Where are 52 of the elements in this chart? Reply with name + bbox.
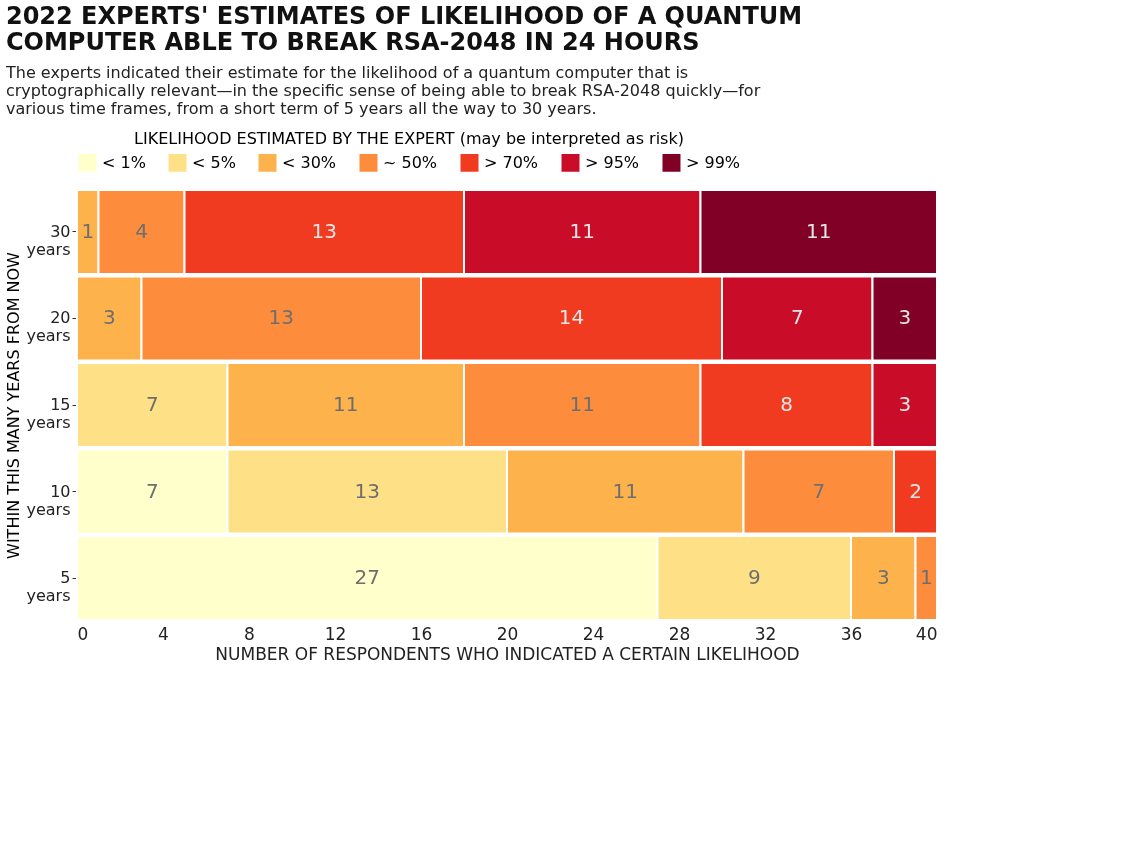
data-label: 1 — [919, 565, 933, 590]
data-label: 4 — [135, 218, 148, 243]
data-label: 11 — [612, 478, 638, 503]
x-tick-label: 40 — [915, 623, 938, 644]
data-label: 11 — [806, 218, 832, 243]
data-label: 3 — [876, 565, 890, 590]
data-label: 13 — [268, 305, 294, 330]
data-label: 8 — [780, 392, 793, 416]
chart-title: 2022 EXPERTS' ESTIMATES OF LIKELIHOOD OF A QUANTUM COMPUTER ABLE TO BREAK RSA-2048 IN 24 HOURS — [5, 2, 803, 56]
data-label: 14 — [558, 305, 585, 330]
data-label: 1 — [81, 218, 95, 243]
data-label: 11 — [333, 392, 359, 416]
data-label: 3 — [102, 305, 116, 330]
legend-label: ~ 50% — [383, 152, 438, 172]
data-label: 7 — [790, 305, 804, 330]
x-tick-label: 8 — [244, 623, 255, 644]
data-label: 9 — [747, 565, 761, 590]
x-tick-label: 12 — [324, 623, 347, 644]
y-axis-title: WITHIN THIS MANY YEARS FROM NOW — [4, 251, 24, 559]
legend-label: > 70% — [484, 152, 539, 172]
x-axis-title: NUMBER OF RESPONDENTS WHO INDICATED A CERTAIN LIKELIHOOD — [215, 643, 800, 664]
x-tick-label: 28 — [668, 623, 691, 644]
y-tick-label: 5 years — [26, 568, 71, 606]
legend-label: < 5% — [192, 152, 236, 172]
y-tick-label: 30 years — [26, 221, 71, 259]
data-label: 7 — [145, 392, 159, 416]
data-label: 13 — [354, 478, 380, 503]
data-label: 3 — [898, 392, 912, 416]
data-label: 27 — [354, 565, 380, 590]
x-tick-label: 0 — [77, 623, 89, 644]
x-tick-label: 16 — [410, 623, 433, 644]
x-tick-label: 4 — [158, 623, 169, 644]
data-label: 7 — [812, 478, 826, 503]
data-label: 13 — [311, 218, 337, 243]
y-tick-label: 20 years — [26, 308, 71, 346]
x-tick-label: 36 — [840, 623, 863, 644]
legend-label: > 99% — [686, 152, 741, 172]
legend-label: < 1% — [102, 152, 146, 172]
x-tick-label: 24 — [582, 623, 605, 644]
chart-subtitle: The experts indicated their estimate for the likelihood of a quantum computer that is cryptographically relevant—in the specific sense of being able to break RSA-2048 quickly—for various time frames, from a short term of 5 years all the way to 30 years. — [4, 63, 761, 118]
data-label: 11 — [569, 218, 595, 243]
data-label: 3 — [898, 305, 912, 330]
x-tick-label: 32 — [754, 623, 777, 644]
y-tick-label: 10 years — [26, 481, 71, 519]
legend-label: < 30% — [282, 152, 337, 172]
legend-label: > 95% — [585, 152, 640, 172]
y-tick-label: 15 years — [26, 395, 71, 432]
legend-title: LIKELIHOOD ESTIMATED BY THE EXPERT (may be interpreted as risk) — [134, 129, 684, 148]
data-label: 11 — [569, 392, 595, 416]
x-tick-label: 20 — [496, 623, 519, 644]
data-label: 7 — [145, 478, 159, 503]
data-label: 2 — [909, 478, 922, 503]
